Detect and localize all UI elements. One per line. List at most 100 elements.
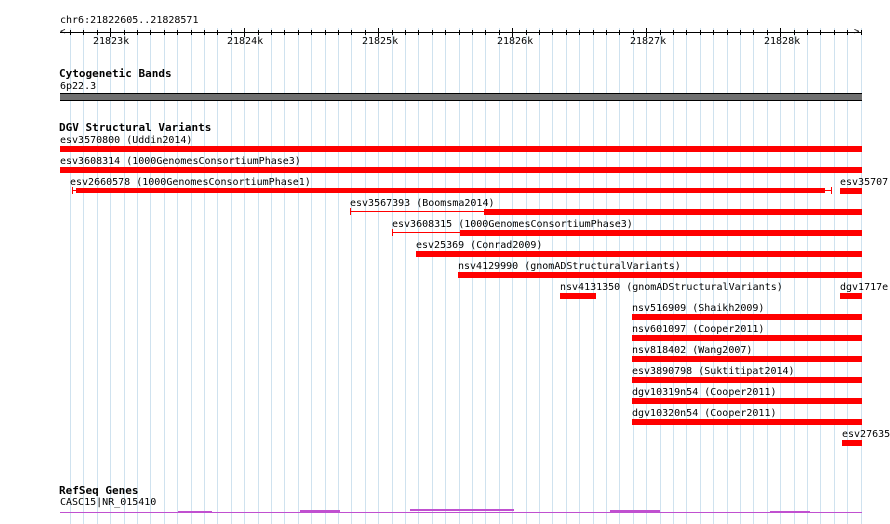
feature-label: esv3567393 (Boomsma2014) [350, 198, 495, 209]
grid-line [83, 28, 84, 524]
ruler-tick [753, 30, 754, 35]
cytoband-track-title[interactable]: Cytogenetic Bands [59, 67, 172, 80]
feature-label: nsv601097 (Cooper2011) [632, 324, 765, 335]
feature-bar[interactable] [416, 251, 862, 257]
grid-line [150, 28, 151, 524]
grid-line [325, 28, 326, 524]
feature-bar[interactable] [458, 272, 862, 278]
ruler-tick [418, 30, 419, 35]
feature-bar[interactable] [76, 188, 825, 193]
feature-bar[interactable] [632, 356, 862, 362]
ruler-tick [137, 30, 138, 35]
feature-endcap [831, 187, 832, 194]
ruler-tick [619, 30, 620, 35]
ruler-tick [539, 30, 540, 35]
feature-bar[interactable] [632, 335, 862, 341]
feature-label: esv3570800 (Uddin2014) [60, 135, 193, 146]
feature-bar[interactable] [560, 293, 596, 299]
gene-label: CASC15|NR_015410 [60, 497, 157, 508]
ruler-tick [566, 30, 567, 35]
feature-bar[interactable] [840, 293, 862, 299]
ruler-tick [767, 30, 768, 35]
grid-line [217, 28, 218, 524]
cytoband-label: 6p22.3 [60, 81, 97, 92]
grid-line [164, 28, 165, 524]
feature-bar[interactable] [60, 167, 862, 173]
feature-label: nsv516909 (Shaikh2009) [632, 303, 765, 314]
ruler-tick [110, 28, 111, 37]
ruler-tick [780, 28, 781, 37]
grid-line [351, 28, 352, 524]
ruler-tick [512, 28, 513, 37]
feature-label: esv27635 [842, 429, 890, 440]
grid-line [392, 28, 393, 524]
ruler-tick [459, 30, 460, 35]
ruler-tick [686, 30, 687, 35]
feature-bar[interactable] [60, 146, 862, 152]
ruler-tick [405, 30, 406, 35]
feature-bar[interactable] [632, 398, 862, 404]
feature-gap [350, 211, 484, 212]
ruler-tick [727, 30, 728, 35]
ruler-tick [244, 28, 245, 37]
cytoband-bar[interactable] [60, 93, 862, 101]
feature-label: esv3608314 (1000GenomesConsortiumPhase3) [60, 156, 301, 167]
ruler-tick [633, 30, 634, 35]
ruler-tick-label: 21823k [93, 36, 130, 47]
grid-line [284, 28, 285, 524]
ruler-tick [700, 30, 701, 35]
ruler-tick [579, 30, 580, 35]
ruler-tick [365, 30, 366, 35]
ruler-tick [740, 30, 741, 35]
ruler-tick [526, 30, 527, 35]
grid-line [258, 28, 259, 524]
feature-label: nsv4129990 (gnomADStructuralVariants) [458, 261, 681, 272]
feature-bar[interactable] [632, 377, 862, 383]
ruler-tick [351, 30, 352, 35]
feature-bar[interactable] [632, 419, 862, 425]
ruler-tick [660, 30, 661, 35]
grid-line [338, 28, 339, 524]
feature-label: esv2660578 (1000GenomesConsortiumPhase1) [70, 177, 311, 188]
feature-label: esv3608315 (1000GenomesConsortiumPhase3) [392, 219, 633, 230]
feature-label: esv35707 [840, 177, 889, 188]
ruler-tick [485, 30, 486, 35]
feature-bar[interactable] [460, 230, 862, 236]
ruler-tick [432, 30, 433, 35]
ruler-tick [807, 30, 808, 35]
feature-bar[interactable] [840, 188, 862, 194]
ruler-tick [271, 30, 272, 35]
ruler-tick-label: 21824k [227, 36, 264, 47]
ruler-tick [325, 30, 326, 35]
gene-intron [60, 512, 862, 513]
refseq-track-title[interactable]: RefSeq Genes [59, 484, 139, 497]
feature-bar[interactable] [842, 440, 862, 446]
grid-line [271, 28, 272, 524]
ruler-tick [177, 30, 178, 35]
grid-line [244, 28, 245, 524]
ruler-tick [124, 30, 125, 35]
feature-label: dgv10319n54 (Cooper2011) [632, 387, 777, 398]
feature-bar[interactable] [484, 209, 862, 215]
grid-line [231, 28, 232, 524]
ruler-tick [552, 30, 553, 35]
ruler-tick [191, 30, 192, 35]
feature-gap [392, 232, 460, 233]
dgv-track-title[interactable]: DGV Structural Variants [59, 121, 212, 134]
gene-exon [770, 511, 810, 513]
feature-bar[interactable] [632, 314, 862, 320]
gene-exon [300, 510, 340, 512]
ruler-tick [70, 30, 71, 35]
gene-exon [178, 511, 212, 513]
ruler-tick-label: 21825k [362, 36, 399, 47]
grid-line [137, 28, 138, 524]
grid-line [405, 28, 406, 524]
feature-label: dgv10320n54 (Cooper2011) [632, 408, 777, 419]
grid-line [311, 28, 312, 524]
grid-line [432, 28, 433, 524]
ruler-tick [794, 30, 795, 35]
grid-line [124, 28, 125, 524]
ruler-tick [861, 30, 862, 35]
feature-label: nsv818402 (Wang2007) [632, 345, 753, 356]
ruler-tick-label: 21827k [630, 36, 667, 47]
